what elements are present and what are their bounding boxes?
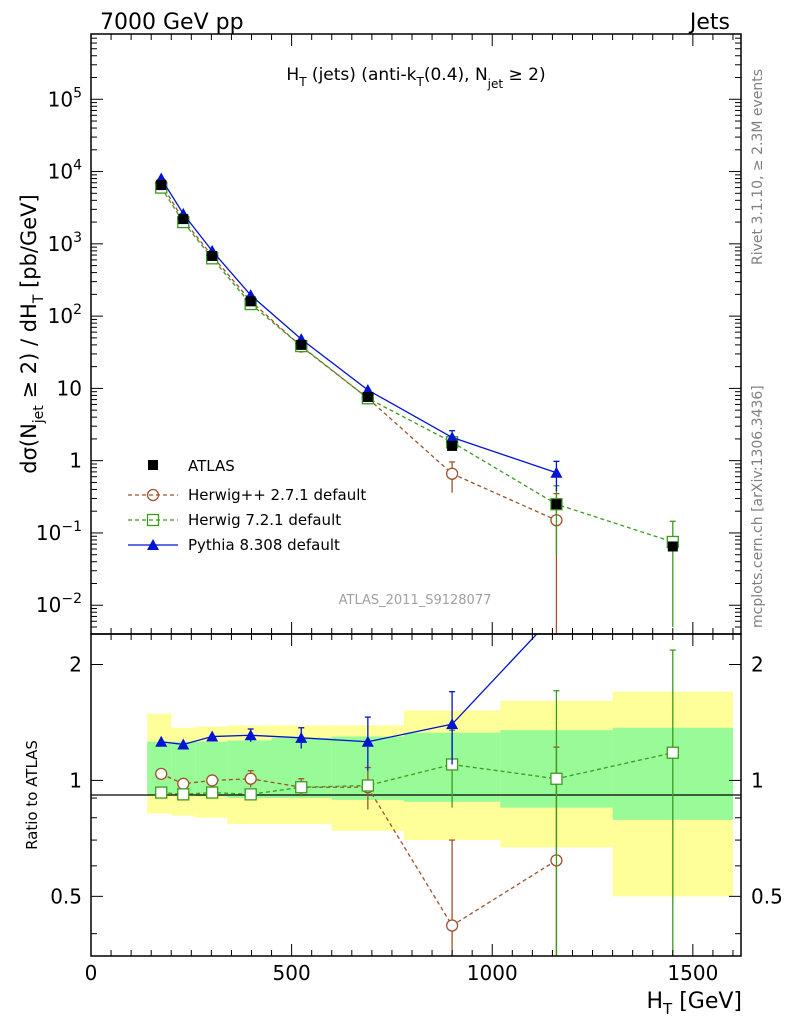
ratio-herwig7-point [666, 746, 679, 759]
xlabel-sub-a: T [662, 1000, 673, 1018]
main-y-tick-label: 10−2 [36, 591, 82, 617]
pythia-line [160, 178, 557, 474]
ratio-herwigpp-point [177, 777, 190, 790]
main-title-part-b: (jets) (anti-k [307, 65, 417, 85]
ratio-herwigpp-point [155, 767, 168, 781]
legend-label-atlas: ATLAS [188, 457, 235, 475]
ratio-uncertainty-bands [147, 691, 733, 897]
atlas-point [551, 499, 562, 510]
main-y-tick-label: 10−1 [36, 519, 82, 545]
legend-entry-herwig7: Herwig 7.2.1 default [128, 511, 341, 529]
ratio-pythia-point [361, 735, 374, 747]
main-y-tick-label: 103 [48, 230, 82, 256]
main-y-tick-label: 102 [48, 302, 82, 328]
main-title-part-d: ≥ 2) [503, 65, 546, 85]
legend-entry-herwigpp: Herwig++ 2.7.1 default [128, 486, 366, 504]
ratio-herwigpp-point [206, 774, 219, 787]
atlas-point [245, 296, 256, 307]
mcplots-label: mcplots.cern.ch [arXiv:1306.3436] [750, 385, 766, 628]
main-title-sub-c: jet [487, 77, 504, 91]
atlas-point [447, 440, 458, 451]
ratio-pythia-point [446, 718, 459, 730]
ratio-pythia-point [295, 731, 308, 743]
legend-entry-pythia: Pythia 8.308 default [128, 536, 340, 554]
main-y-tick-label: 10 [57, 376, 82, 400]
ratio-axis-ticks: 0.5 0.5 1 1 2 2 0 500 1000 1500 [50, 634, 783, 985]
legend-label-herwig7: Herwig 7.2.1 default [188, 511, 341, 529]
main-title: HT (jets) (anti-kT(0.4), Njet ≥ 2) [286, 65, 545, 91]
ratio-y-tick-label: 2 [69, 652, 82, 676]
atlas-point [178, 214, 189, 225]
ratio-herwig7-point [550, 772, 563, 785]
ratio-y-tick-label: 0.5 [50, 884, 82, 908]
x-tick-label: 1500 [667, 961, 718, 985]
atlas-point [207, 250, 218, 261]
rivet-version-label: Rivet 3.1.10, ≥ 2.3M events [750, 69, 766, 265]
ratio-y-tick-label-right: 1 [751, 768, 764, 792]
main-plot-marks [155, 172, 679, 634]
atlas-point [296, 339, 307, 350]
ylabel-sub-a: jet [31, 405, 47, 425]
main-title-sub-b: T [416, 75, 425, 89]
legend-marker-herwig7 [146, 513, 160, 527]
atlas-point [667, 541, 678, 552]
x-axis-label: HT [GeV] [646, 989, 742, 1018]
main-y-tick-label: 104 [48, 158, 82, 184]
main-title-sub-a: T [298, 75, 307, 89]
analysis-watermark: ATLAS_2011_S9128077 [339, 593, 492, 608]
ratio-herwig7-point [295, 781, 308, 794]
process-label: Jets [688, 10, 730, 35]
pythia-point [446, 431, 459, 443]
atlas-point [156, 180, 167, 191]
x-tick-label: 1000 [467, 961, 518, 985]
ratio-herwig7-point [244, 788, 257, 801]
xlabel-part-b: [GeV] [672, 989, 742, 1014]
ratio-panel-frame [90, 633, 742, 957]
ratio-pythia-point [206, 730, 219, 742]
legend-marker-atlas [148, 460, 158, 470]
ratio-y-tick-label: 1 [69, 768, 82, 792]
legend-label-pythia: Pythia 8.308 default [188, 536, 340, 554]
ratio-pythia-point [244, 729, 257, 741]
main-y-tick-label: 105 [48, 85, 82, 111]
main-y-axis-label: dσ(Njet ≥ 2) / dHT [pb/GeV] [17, 194, 47, 474]
ratio-herwig7-point [361, 779, 375, 792]
beam-label: 7000 GeV pp [100, 10, 244, 35]
legend-marker-pythia [147, 539, 159, 550]
ylabel-part-b: ≥ 2) / dH [17, 303, 41, 405]
legend-marker-herwigpp [146, 488, 160, 502]
main-axis-ticks: 10−2 10−1 1 10 102 103 104 105 [36, 33, 741, 635]
xlabel-part-a: H [646, 989, 663, 1014]
legend-label-herwigpp: Herwig++ 2.7.1 default [188, 486, 366, 504]
pythia-point [550, 466, 563, 478]
ylabel-sub-b: T [31, 294, 47, 304]
ratio-pythia-point [155, 735, 168, 747]
ratio-y-tick-label-right: 2 [751, 652, 764, 676]
ratio-herwig7-point [177, 788, 190, 801]
ylabel-part-c: [pb/GeV] [17, 194, 41, 294]
legend: ATLAS Herwig++ 2.7.1 default Herwig 7.2.… [128, 457, 366, 554]
atlas-point [362, 392, 373, 403]
herwigpp-point [445, 467, 459, 480]
x-tick-label: 500 [273, 961, 311, 985]
ratio-herwigpp-point [244, 772, 257, 785]
ratio-panel: 0.5 0.5 1 1 2 2 0 500 1000 1500 Ratio to ATLAS HT… [23, 633, 783, 1018]
ratio-plot-marks [155, 634, 679, 956]
ratio-pythia-line [161, 634, 538, 746]
ratio-pythia-point [177, 738, 190, 750]
legend-entry-atlas: ATLAS [148, 457, 235, 475]
main-y-tick-label: 1 [69, 449, 82, 473]
ratio-y-axis-label: Ratio to ATLAS [23, 740, 41, 850]
ratio-herwig7-point [206, 786, 219, 799]
main-title-part-c: (0.4), N [424, 65, 488, 85]
ratio-herwig7-point [155, 786, 168, 799]
x-tick-label: 0 [85, 961, 98, 985]
ratio-herwigpp-point [445, 919, 459, 932]
main-title-part-a: H [286, 65, 299, 85]
ratio-y-tick-label-right: 0.5 [751, 884, 783, 908]
ylabel-part-a: dσ(N [17, 423, 41, 474]
